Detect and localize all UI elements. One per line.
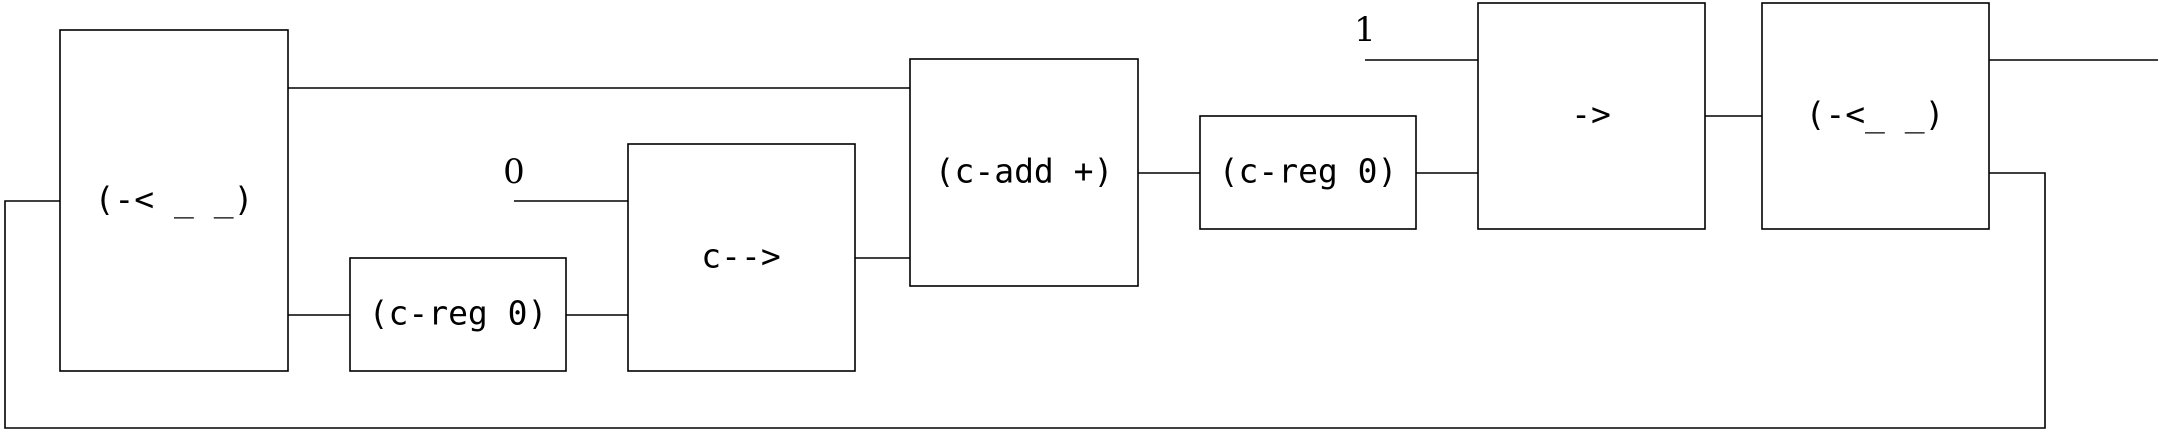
constant-zero: 0 — [503, 152, 525, 192]
node-arrow-b-label: -> — [1571, 95, 1611, 134]
node-reg-a-label: (c-reg 0) — [369, 294, 548, 333]
node-split-a: (-< _ _) — [59, 29, 289, 372]
node-reg-b: (c-reg 0) — [1199, 115, 1417, 230]
wire-feedback-loop — [4, 172, 2046, 429]
node-split-b-label: (-<_ _) — [1805, 95, 1944, 135]
node-arrow-a: c--> — [627, 143, 856, 372]
node-split-a-label: (-< _ _) — [95, 180, 254, 220]
node-split-b: (-<_ _) — [1761, 2, 1990, 230]
node-arrow-a-label: c--> — [701, 237, 780, 276]
constant-one: 1 — [1354, 10, 1376, 50]
node-add: (c-add +) — [909, 58, 1139, 287]
node-reg-b-label: (c-reg 0) — [1219, 152, 1398, 191]
wires — [4, 59, 2158, 429]
node-reg-a: (c-reg 0) — [349, 257, 567, 372]
node-arrow-b: -> — [1477, 2, 1706, 230]
node-add-label: (c-add +) — [935, 152, 1114, 191]
